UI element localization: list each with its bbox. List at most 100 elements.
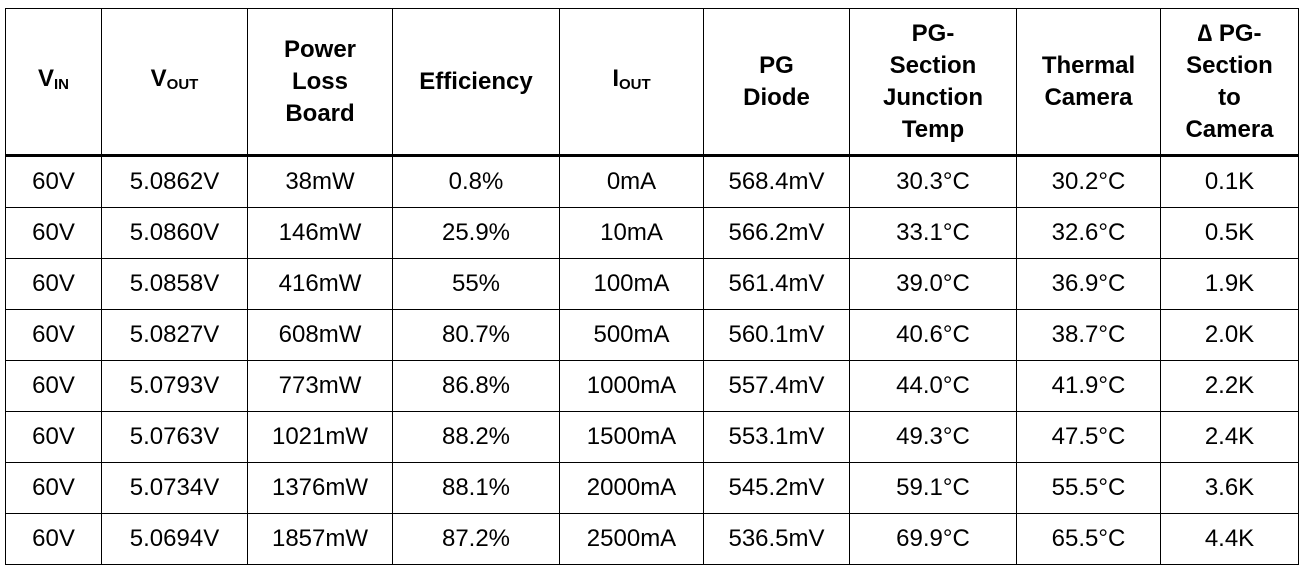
table-cell: 10mA: [559, 207, 704, 259]
table-cell: 25.9%: [392, 207, 560, 259]
table-cell: 0.8%: [392, 155, 560, 208]
table-cell: 87.2%: [392, 513, 560, 565]
table-cell: 5.0763V: [101, 411, 248, 463]
table-row: 60V 5.0858V 416mW 55% 100mA 561.4mV 39.0°C 36.9…: [5, 258, 1299, 310]
header-text: to: [1218, 83, 1241, 111]
table-cell: 5.0862V: [101, 155, 248, 208]
header-cell: Efficiency: [392, 8, 560, 157]
header-text: V: [150, 64, 167, 92]
table-cell: 5.0858V: [101, 258, 248, 310]
header-text: PG: [759, 51, 794, 79]
table-cell: 2.2K: [1160, 360, 1299, 412]
header-subscript: OUT: [619, 75, 651, 93]
table-cell: 55.5°C: [1016, 462, 1161, 514]
table-cell: 40.6°C: [849, 309, 1017, 361]
table-cell: 69.9°C: [849, 513, 1017, 565]
table-cell: 88.1%: [392, 462, 560, 514]
table-cell: 88.2%: [392, 411, 560, 463]
table-cell: 2.0K: [1160, 309, 1299, 361]
table-cell: 146mW: [247, 207, 393, 259]
table-cell: 41.9°C: [1016, 360, 1161, 412]
table-cell: 5.0827V: [101, 309, 248, 361]
table-cell: 2000mA: [559, 462, 704, 514]
table-cell: 100mA: [559, 258, 704, 310]
header-text: V: [37, 64, 54, 92]
header-text: Diode: [743, 83, 810, 111]
header-cell: ∆ PG- Section to Camera: [1160, 8, 1299, 157]
header-cell: VIN: [5, 8, 102, 157]
table-cell: 60V: [5, 258, 102, 310]
table-cell: 5.0860V: [101, 207, 248, 259]
header-cell: Power Loss Board: [247, 8, 393, 157]
table-cell: 36.9°C: [1016, 258, 1161, 310]
table-cell: 560.1mV: [703, 309, 850, 361]
table-cell: 5.0793V: [101, 360, 248, 412]
table-cell: 568.4mV: [703, 155, 850, 208]
table-cell: 60V: [5, 207, 102, 259]
table-cell: 0mA: [559, 155, 704, 208]
table-cell: 30.2°C: [1016, 155, 1161, 208]
header-cell: PG Diode: [703, 8, 850, 157]
header-row: VIN VOUT Power Loss Board Efficiency IOUT PG Dio…: [5, 8, 1299, 157]
header-text: Camera: [1185, 115, 1274, 143]
table-cell: 33.1°C: [849, 207, 1017, 259]
table-cell: 60V: [5, 309, 102, 361]
table-cell: 557.4mV: [703, 360, 850, 412]
table-cell: 60V: [5, 513, 102, 565]
header-subscript: OUT: [166, 75, 199, 93]
table-cell: 59.1°C: [849, 462, 1017, 514]
table-cell: 80.7%: [392, 309, 560, 361]
header-cell: VOUT: [101, 8, 248, 157]
header-cell: Thermal Camera: [1016, 8, 1161, 157]
header-cell: PG- Section Junction Temp: [849, 8, 1017, 157]
header-text: Efficiency: [419, 67, 533, 95]
table-cell: 500mA: [559, 309, 704, 361]
header-text: I: [612, 64, 619, 92]
table-row: 60V 5.0734V 1376mW 88.1% 2000mA 545.2mV 59.1°C…: [5, 462, 1299, 514]
table-cell: 1500mA: [559, 411, 704, 463]
table-cell: 2.4K: [1160, 411, 1299, 463]
table-cell: 60V: [5, 155, 102, 208]
table-row: 60V 5.0827V 608mW 80.7% 500mA 560.1mV 40.6°C 38…: [5, 309, 1299, 361]
header-text: Camera: [1044, 83, 1133, 111]
table-cell: 39.0°C: [849, 258, 1017, 310]
table-cell: 60V: [5, 360, 102, 412]
table-cell: 0.1K: [1160, 155, 1299, 208]
header-text: PG-: [911, 19, 955, 47]
table-cell: 44.0°C: [849, 360, 1017, 412]
table-cell: 536.5mV: [703, 513, 850, 565]
table-cell: 416mW: [247, 258, 393, 310]
table-cell: 545.2mV: [703, 462, 850, 514]
header-text: Temp: [901, 115, 965, 143]
table-cell: 2500mA: [559, 513, 704, 565]
header-text: Section: [1186, 51, 1273, 79]
table-cell: 60V: [5, 411, 102, 463]
table-cell: 553.1mV: [703, 411, 850, 463]
table-cell: 4.4K: [1160, 513, 1299, 565]
table-cell: 1376mW: [247, 462, 393, 514]
table-row: 60V 5.0862V 38mW 0.8% 0mA 568.4mV 30.3°C 30.2°C…: [5, 155, 1299, 208]
table-row: 60V 5.0763V 1021mW 88.2% 1500mA 553.1mV 49.3°C…: [5, 411, 1299, 463]
table-cell: 1021mW: [247, 411, 393, 463]
table-cell: 49.3°C: [849, 411, 1017, 463]
table-cell: 60V: [5, 462, 102, 514]
table-cell: 1000mA: [559, 360, 704, 412]
table-cell: 1857mW: [247, 513, 393, 565]
table-cell: 32.6°C: [1016, 207, 1161, 259]
table-cell: 5.0694V: [101, 513, 248, 565]
header-text: Board: [285, 99, 355, 127]
header-text: Loss: [291, 67, 348, 95]
header-text: Section: [889, 51, 977, 79]
table-cell: 3.6K: [1160, 462, 1299, 514]
table-row: 60V 5.0694V 1857mW 87.2% 2500mA 536.5mV 69.9°C…: [5, 513, 1299, 565]
header-text: Thermal: [1041, 51, 1136, 79]
table-cell: 47.5°C: [1016, 411, 1161, 463]
table-cell: 55%: [392, 258, 560, 310]
table-body: 60V 5.0862V 38mW 0.8% 0mA 568.4mV 30.3°C 30.2°C…: [5, 155, 1299, 565]
table-cell: 1.9K: [1160, 258, 1299, 310]
table-cell: 38mW: [247, 155, 393, 208]
header-cell: IOUT: [559, 8, 704, 157]
header-subscript: IN: [54, 75, 69, 93]
data-table: VIN VOUT Power Loss Board Efficiency IOUT PG Dio…: [5, 8, 1299, 565]
